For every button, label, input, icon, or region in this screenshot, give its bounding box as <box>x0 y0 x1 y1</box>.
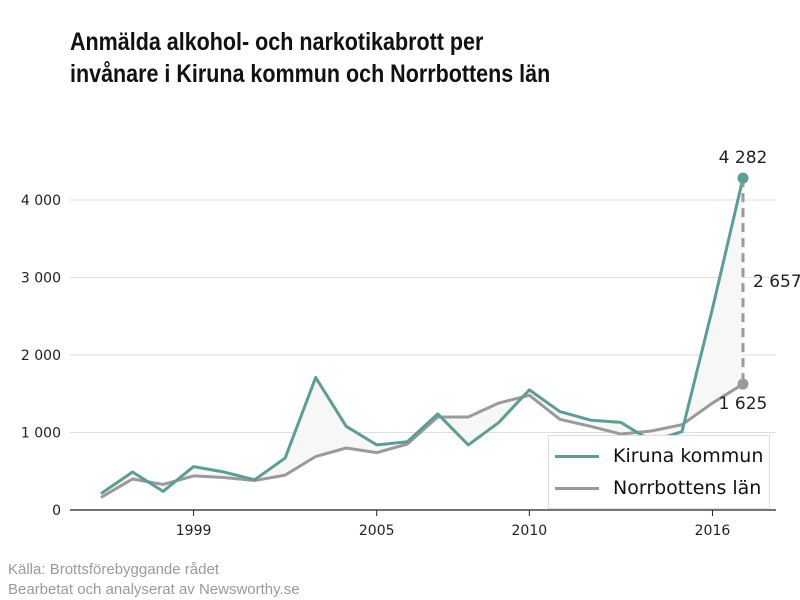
series-lines <box>100 176 745 499</box>
legend-label-norrbotten: Norrbottens län <box>613 477 762 499</box>
end-label-norrbotten: 1 625 <box>719 394 768 414</box>
chart-title-line-1: Anmälda alkohol- och narkotikabrott per <box>70 28 484 56</box>
source-line-2: Bearbetat och analyserat av Newsworthy.s… <box>8 581 300 598</box>
legend-swatch-norrbotten <box>555 486 599 490</box>
chart-title-line-2: invånare i Kiruna kommun och Norrbottens… <box>70 60 551 88</box>
y-tick-label-3: 3 000 <box>21 271 61 287</box>
end-label-kiruna: 4 282 <box>719 148 768 168</box>
end-marker-kiruna <box>737 172 749 184</box>
y-tick-label-1: 1 000 <box>21 426 61 442</box>
end-marker-norrbotten <box>737 378 749 390</box>
series-line-kiruna <box>100 176 745 495</box>
x-tick-label-2010: 2010 <box>512 523 548 539</box>
legend-label-kiruna: Kiruna kommun <box>613 445 764 467</box>
y-tick-label-2: 2 000 <box>21 348 61 364</box>
legend-swatch-kiruna <box>555 454 599 458</box>
chart-title: Anmälda alkohol- och narkotikabrott per … <box>70 26 603 90</box>
annotations: 4 282 1 625 2 657 <box>719 148 800 414</box>
legend-item-norrbotten: Norrbottens län <box>549 472 769 504</box>
x-tick-label-2016: 2016 <box>695 523 731 539</box>
y-tick-label-4: 4 000 <box>21 193 61 209</box>
source-line-1: Källa: Brottsförebyggande rådet <box>8 561 219 578</box>
x-tick-label-1999: 1999 <box>176 523 212 539</box>
y-tick-label-0: 0 <box>52 503 61 519</box>
x-tick-label-2005: 2005 <box>359 523 395 539</box>
gridlines <box>70 199 776 433</box>
difference-label: 2 657 <box>753 272 800 292</box>
legend-item-kiruna: Kiruna kommun <box>549 440 769 472</box>
axes: 0 1 000 2 000 3 000 4 000 1999 2005 2010 2016 <box>21 193 776 539</box>
legend: Kiruna kommun Norrbottens län <box>548 435 770 509</box>
source-note: Källa: Brottsförebyggande rådet Bearbeta… <box>8 560 300 600</box>
